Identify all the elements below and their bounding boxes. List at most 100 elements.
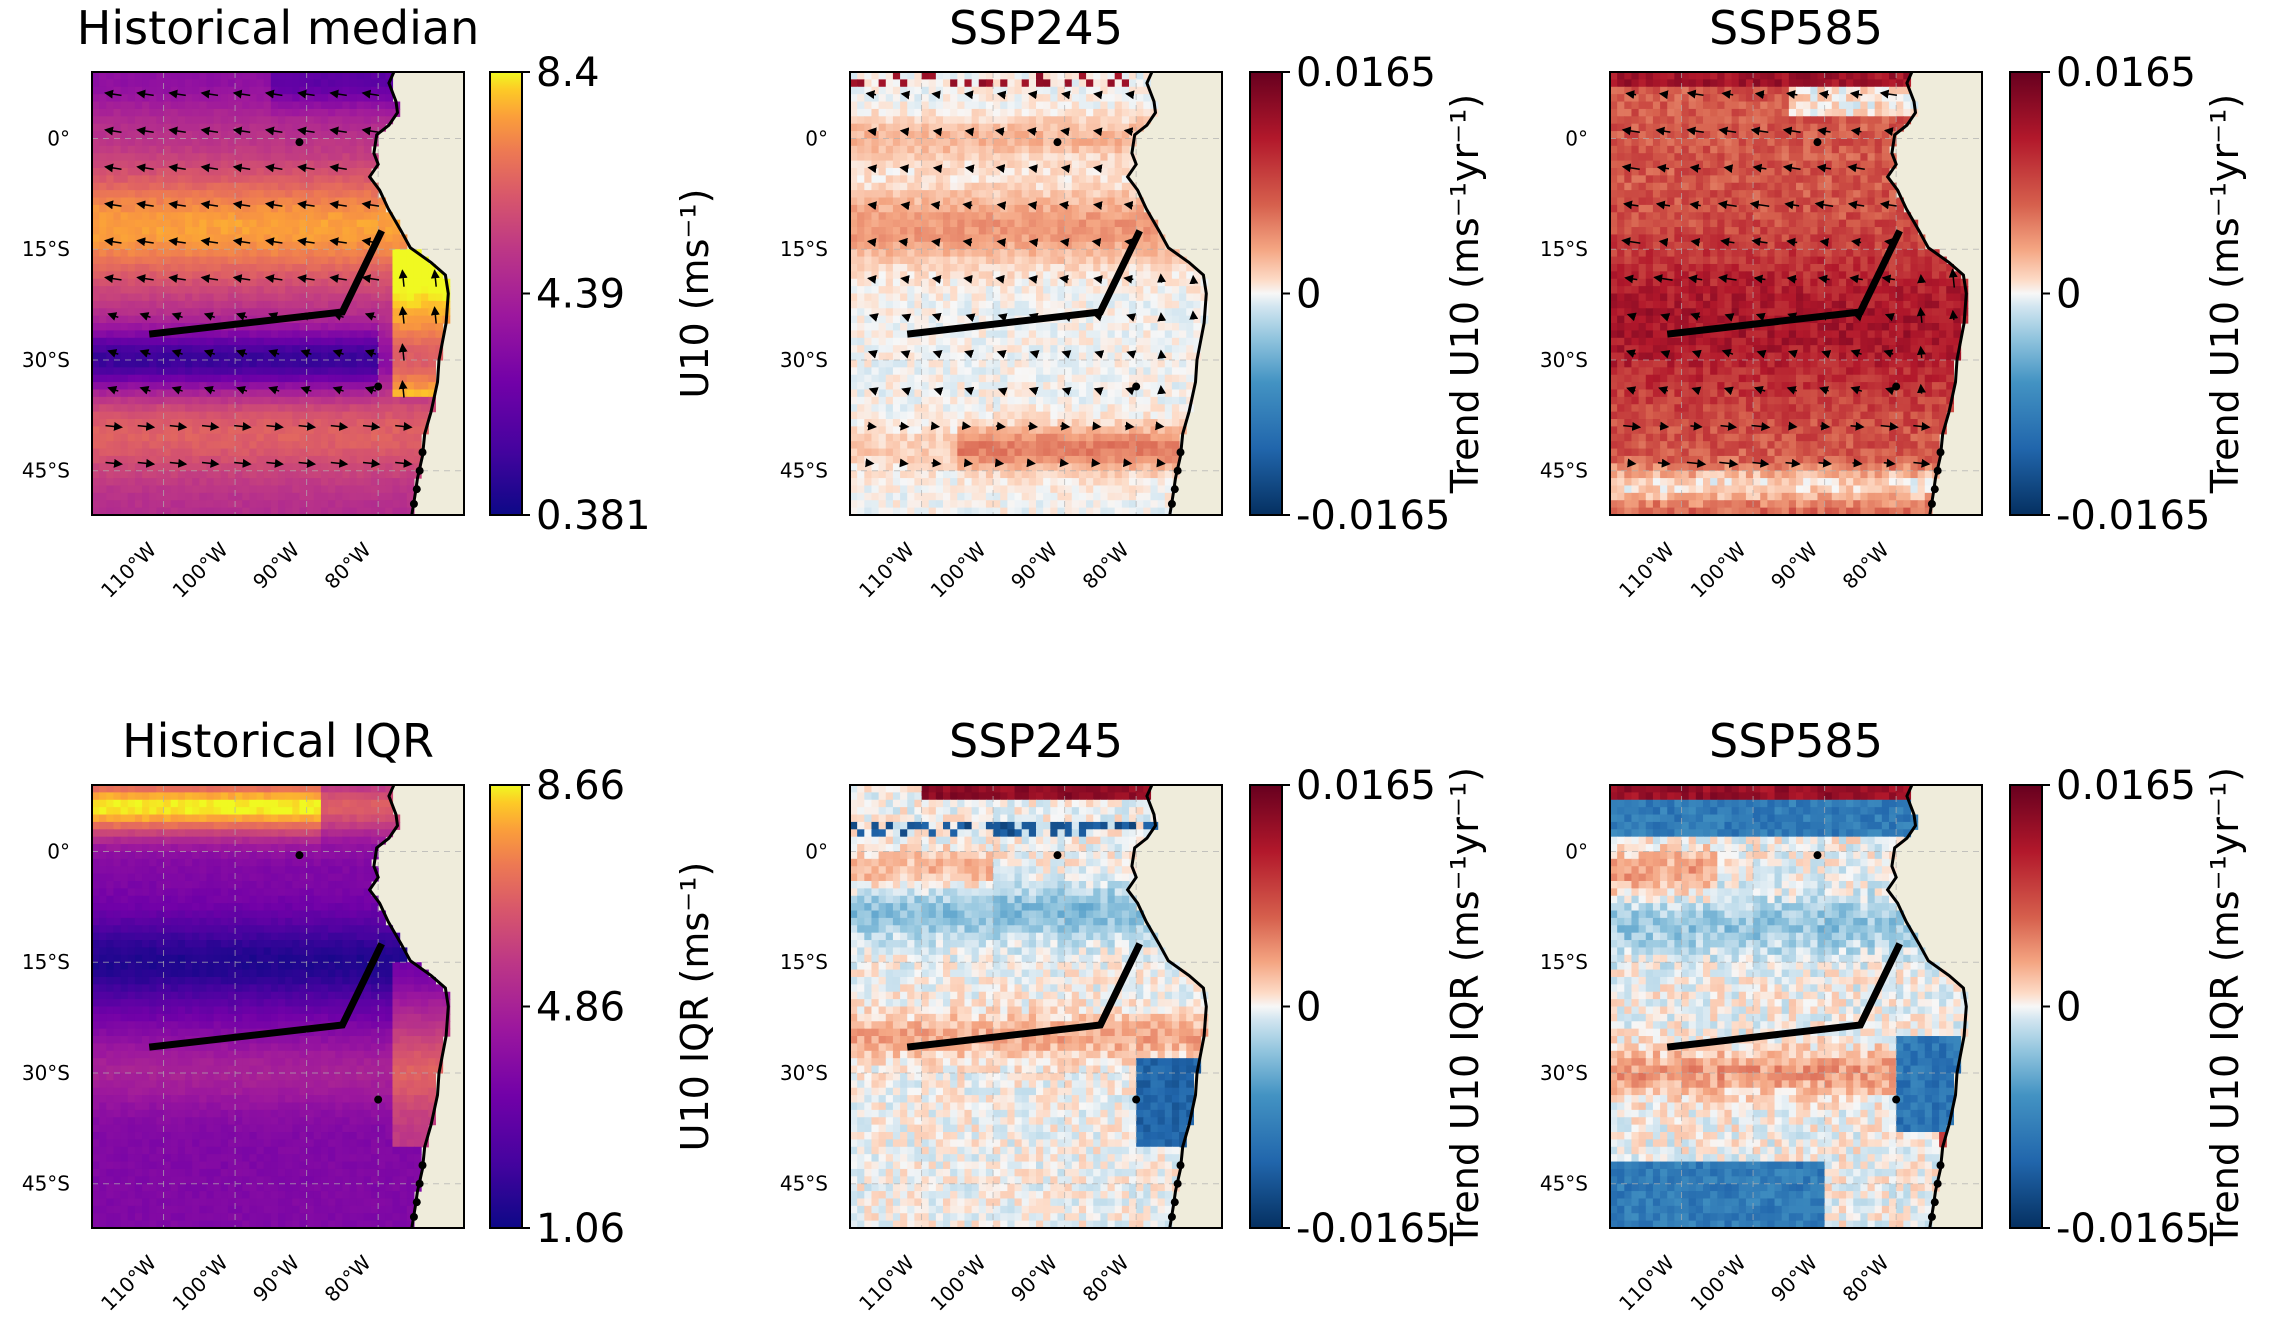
colorbar-gradient	[2009, 784, 2043, 1229]
island	[1813, 851, 1822, 860]
map-area	[92, 72, 464, 515]
colorbar-tick-label: -0.0165	[1296, 493, 1450, 539]
gridlines	[92, 785, 464, 1228]
island	[1132, 1095, 1141, 1104]
colorbar: 8.4 4.39 0.381 U10 (ms⁻¹)	[489, 50, 717, 539]
island	[418, 1161, 427, 1170]
panel-title: SSP585	[1709, 714, 1883, 768]
map-frame	[91, 784, 465, 1229]
coastline	[1885, 785, 1968, 1228]
lon-tick-label: 90°W	[248, 537, 304, 593]
heatmap-cells	[850, 785, 1209, 1228]
lon-tick-label: 90°W	[248, 1250, 304, 1306]
lon-tick-label: 90°W	[1766, 537, 1822, 593]
colorbar-gradient	[1249, 71, 1283, 516]
lat-tick-label: 45°S	[780, 459, 828, 483]
lon-tick-label: 100°W	[926, 537, 991, 602]
panel-3: SSP585 0° 15°S 30°S 45°S 110°W 100°W 90°W 80°W 0.…	[1540, 1, 2247, 603]
lat-tick-label: 0°	[805, 839, 828, 863]
island	[412, 1198, 421, 1207]
lon-tick-label: 110°W	[854, 1250, 919, 1315]
gridlines	[92, 72, 464, 515]
colorbar-gradient	[489, 71, 523, 516]
coastline	[367, 72, 450, 515]
island	[418, 448, 427, 457]
colorbar-tick-label: 0	[2056, 985, 2081, 1031]
colorbar-tick-label: 8.4	[536, 50, 600, 96]
coastline	[1125, 72, 1208, 515]
lon-tick-label: 100°W	[168, 537, 233, 602]
colorbar-tick-label: 0	[1296, 272, 1321, 318]
island	[1892, 1095, 1901, 1104]
colorbar-label: U10 (ms⁻¹)	[673, 188, 717, 398]
island	[1927, 499, 1936, 508]
lon-tick-label: 110°W	[96, 1250, 161, 1315]
island	[412, 485, 421, 494]
lat-tick-label: 0°	[47, 126, 70, 150]
section-line	[1666, 942, 1903, 1051]
island	[415, 466, 424, 475]
lon-tick-label: 90°W	[1766, 1250, 1822, 1306]
lon-tick-label: 90°W	[1006, 1250, 1062, 1306]
island	[1132, 382, 1141, 391]
section-line	[906, 229, 1143, 338]
colorbar-tick-label: 0.0165	[1296, 50, 1436, 96]
lat-tick-label: 0°	[47, 839, 70, 863]
island	[374, 1095, 383, 1104]
lat-tick-label: 0°	[805, 126, 828, 150]
lat-tick-label: 30°S	[22, 1061, 70, 1085]
panel-title: SSP245	[949, 714, 1123, 768]
colorbar-tick-label: 0	[2056, 272, 2081, 318]
lon-tick-label: 110°W	[1614, 1250, 1679, 1315]
island	[1813, 138, 1822, 147]
map-area	[1610, 72, 1982, 515]
island	[1173, 1179, 1182, 1188]
lat-tick-label: 30°S	[1540, 348, 1588, 372]
map-area	[1610, 785, 1982, 1228]
section-line	[1666, 229, 1903, 338]
lat-tick-label: 15°S	[1540, 237, 1588, 261]
colorbar-tick-label: 8.66	[536, 763, 625, 809]
colorbar-label: Trend U10 (ms⁻¹yr⁻¹)	[2203, 94, 2247, 494]
island	[1053, 851, 1062, 860]
coastline	[1125, 785, 1208, 1228]
colorbar-gradient	[489, 784, 523, 1229]
colorbar-label: Trend U10 (ms⁻¹yr⁻¹)	[1443, 94, 1487, 494]
lat-tick-label: 30°S	[1540, 1061, 1588, 1085]
lon-tick-label: 100°W	[926, 1250, 991, 1315]
map-frame	[1609, 784, 1983, 1229]
panel-title: Historical IQR	[122, 714, 434, 768]
colorbar-label: Trend U10 IQR (ms⁻¹yr⁻¹)	[1443, 767, 1487, 1247]
lon-tick-label: 80°W	[1078, 1250, 1134, 1306]
colorbar-tick-label: 0.0165	[2056, 50, 2196, 96]
lat-tick-label: 45°S	[22, 459, 70, 483]
section-line	[906, 942, 1143, 1051]
island	[409, 499, 418, 508]
wind-vectors	[865, 90, 1199, 468]
colorbar-tick-label: 0.0165	[1296, 763, 1436, 809]
lat-tick-label: 15°S	[780, 237, 828, 261]
island	[1053, 138, 1062, 147]
lat-tick-label: 15°S	[22, 950, 70, 974]
colorbar-tick-label: -0.0165	[2056, 1206, 2210, 1252]
panel-title: Historical median	[77, 1, 480, 55]
map-frame	[849, 71, 1223, 516]
colorbar-tick-label: -0.0165	[1296, 1206, 1450, 1252]
colorbar-tick-label: 0.0165	[2056, 763, 2196, 809]
panel-title: SSP245	[949, 1, 1123, 55]
colorbar-tick-label: 4.39	[536, 272, 625, 318]
colorbar-tick-label: 0.381	[536, 493, 651, 539]
lat-tick-label: 15°S	[780, 950, 828, 974]
island	[1930, 485, 1939, 494]
colorbar-gradient	[1249, 784, 1283, 1229]
lon-tick-label: 80°W	[1078, 537, 1134, 593]
island	[1892, 382, 1901, 391]
island	[1173, 466, 1182, 475]
panel-5: SSP245 0° 15°S 30°S 45°S 110°W 100°W 90°W 80°W 0.…	[780, 714, 1487, 1316]
island	[295, 851, 304, 860]
map-frame	[1609, 71, 1983, 516]
colorbar-tick-label: 1.06	[536, 1206, 625, 1252]
wind-vectors	[1621, 89, 1959, 468]
